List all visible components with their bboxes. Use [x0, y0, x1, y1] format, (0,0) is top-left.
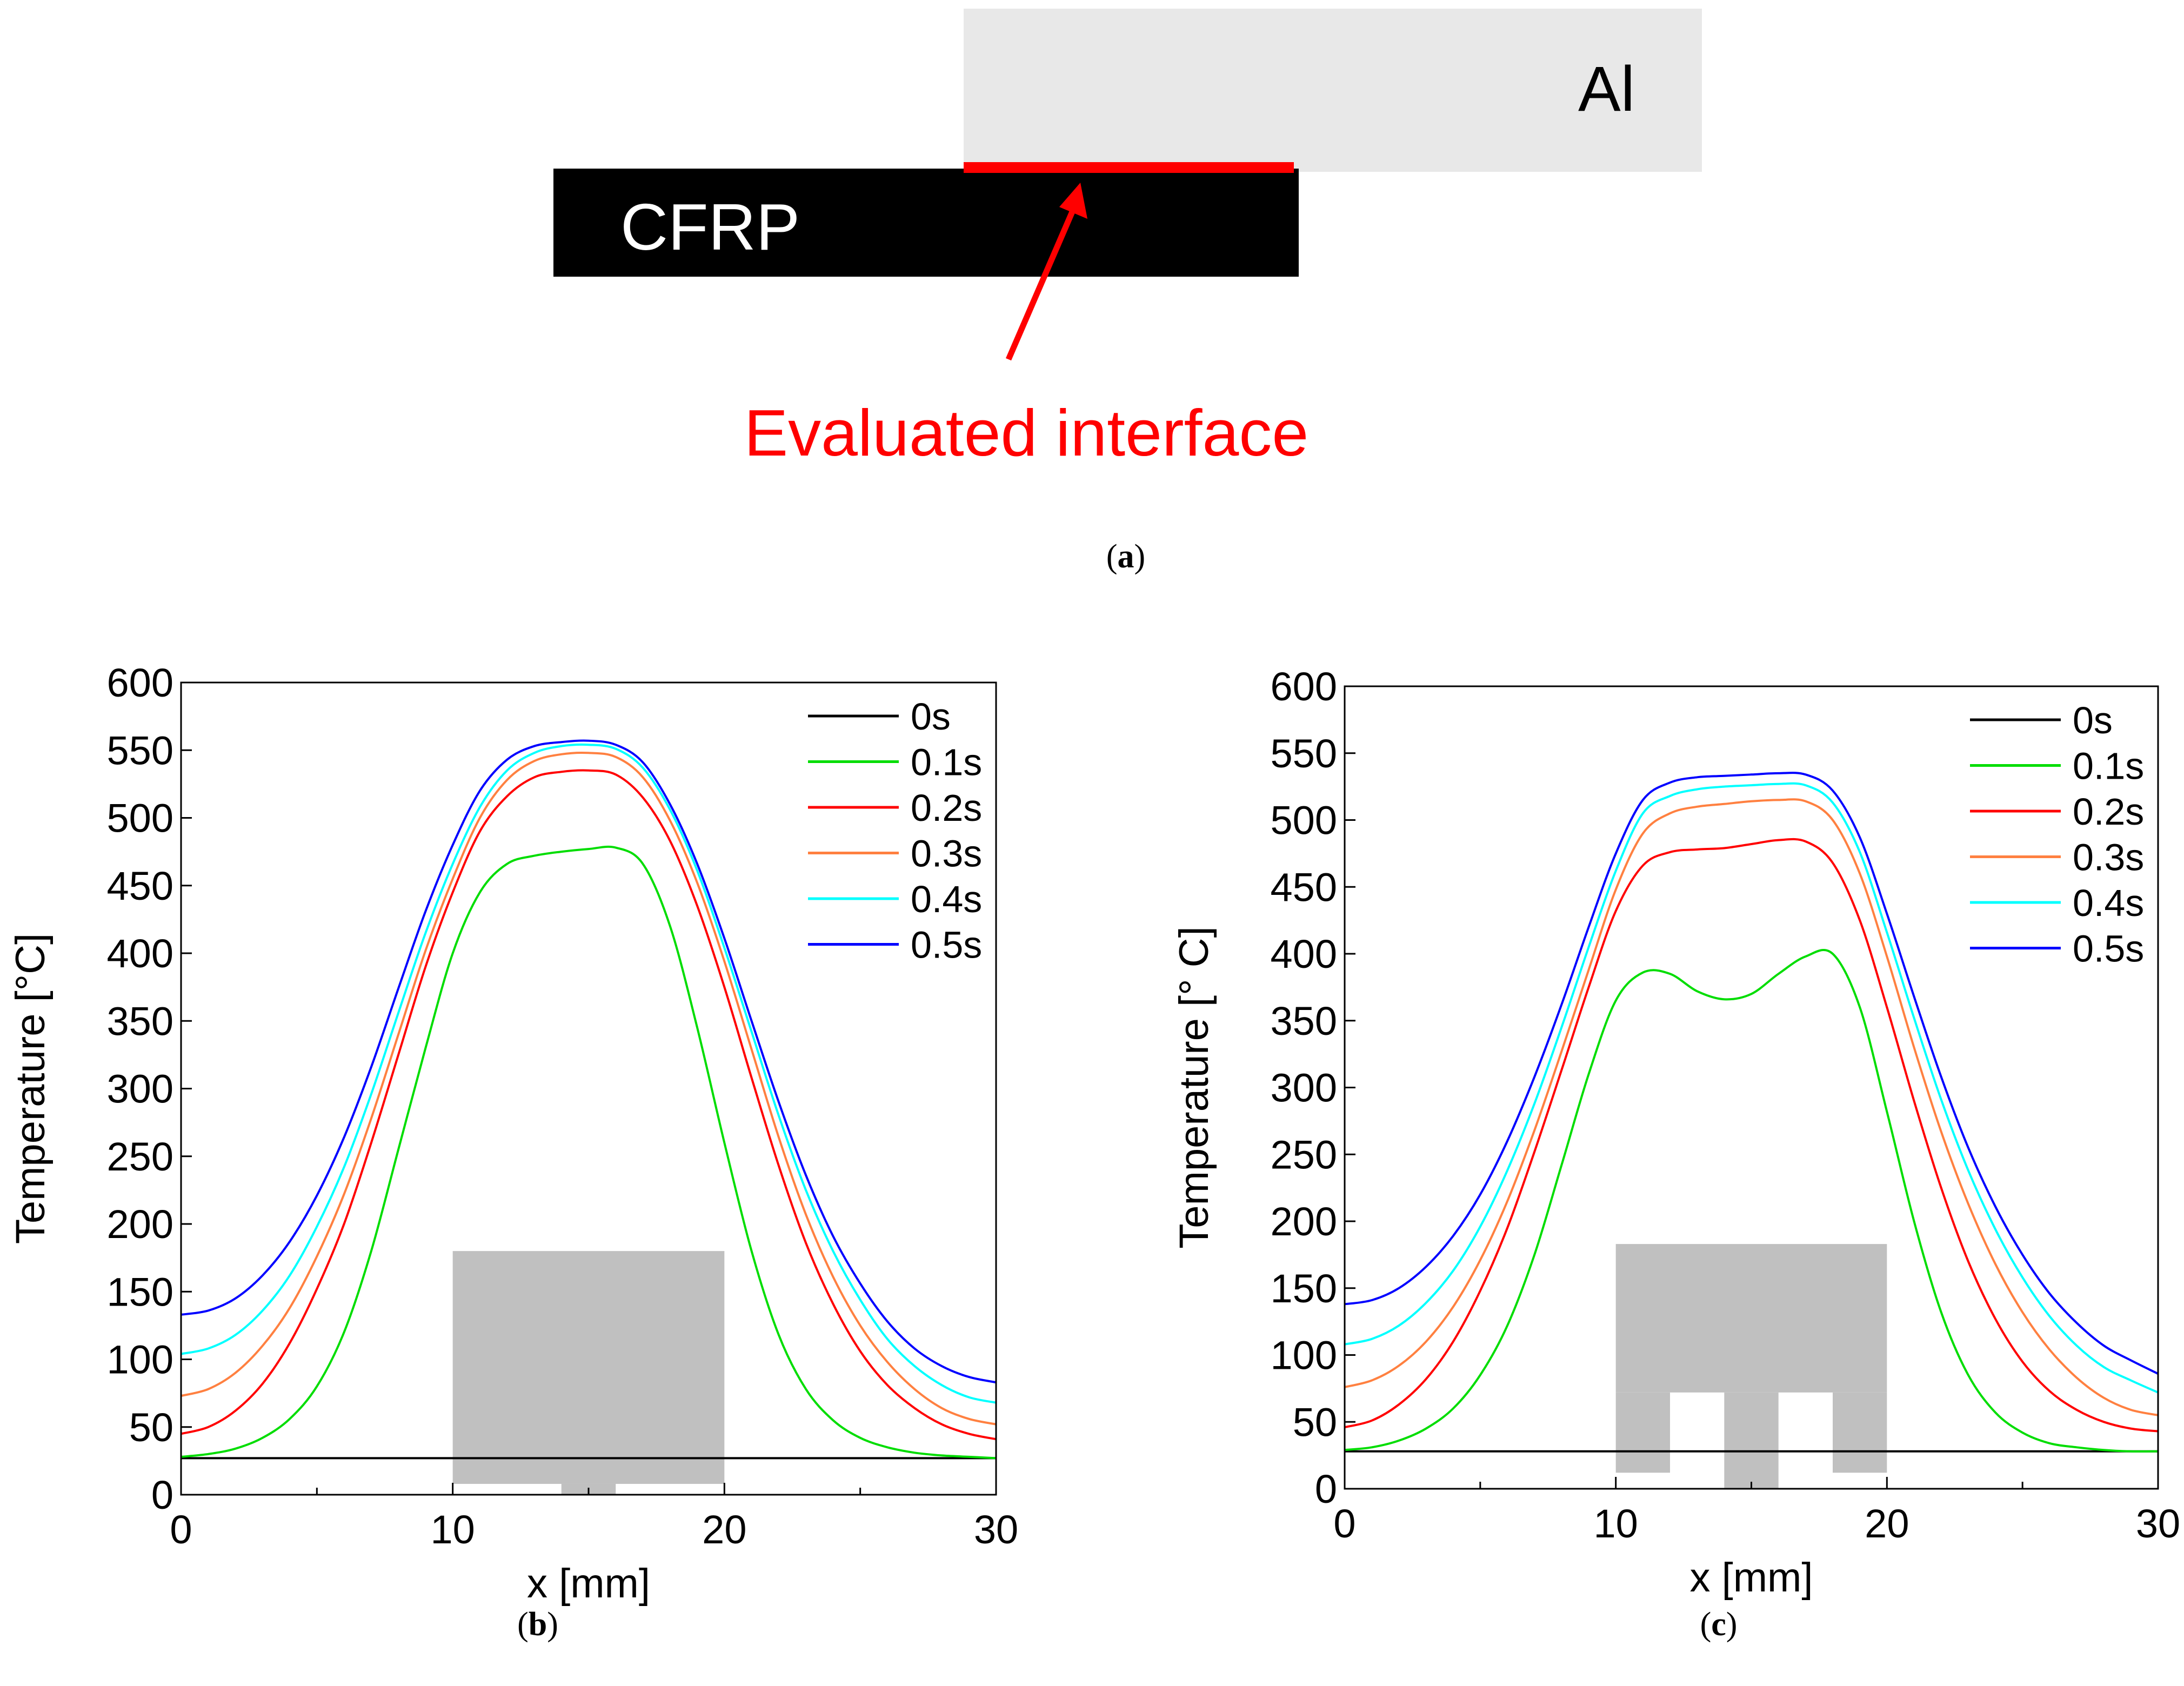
caption-close: ): [547, 1606, 558, 1643]
legend-label: 0s: [911, 695, 951, 738]
interface-arrow-shaft: [1005, 203, 1079, 361]
y-tick-label: 350: [1271, 999, 1337, 1043]
caption-a-close: ): [1134, 538, 1146, 575]
panel-a-diagram: Al CFRP Evaluated interface (a): [553, 9, 1702, 575]
y-tick-label: 200: [1271, 1199, 1337, 1244]
y-tick-label: 300: [107, 1067, 173, 1112]
y-tick-label: 200: [107, 1202, 173, 1247]
y-tick-label: 250: [1271, 1132, 1337, 1177]
series-line-0.2s: [181, 769, 997, 1441]
x-tick-label: 10: [431, 1507, 475, 1552]
caption-open: (: [517, 1606, 529, 1643]
evaluated-interface-label: Evaluated interface: [744, 396, 1308, 470]
al-label: Al: [1578, 53, 1635, 125]
tool-silhouette: [1615, 1244, 1887, 1489]
tool-shoulder: [452, 1251, 725, 1484]
y-tick-label: 100: [1271, 1333, 1337, 1378]
y-tick-label: 600: [1271, 664, 1337, 709]
legend-label: 0.3s: [911, 833, 982, 875]
tool-pin-center: [1724, 1392, 1779, 1489]
x-axis-title: x [mm]: [527, 1561, 650, 1607]
series-line-0.5s: [181, 739, 997, 1384]
axis-ticks: [1344, 685, 2159, 1490]
y-tick-label: 550: [1271, 731, 1337, 776]
y-tick-label: 300: [1271, 1066, 1337, 1110]
series-line-0.1s: [181, 845, 997, 1460]
caption-a-letter: a: [1118, 538, 1134, 575]
legend-label: 0.3s: [2073, 837, 2144, 879]
legend: 0s0.1s0.2s0.3s0.4s0.5s: [1970, 699, 2144, 970]
legend-label: 0.2s: [911, 787, 982, 829]
y-tick-label: 150: [107, 1269, 173, 1314]
y-tick-label: 250: [107, 1134, 173, 1179]
series-line-0.3s: [1344, 798, 2159, 1416]
legend-label: 0s: [2073, 699, 2113, 741]
caption-letter: b: [529, 1606, 547, 1643]
series-line-0.5s: [1344, 772, 2159, 1375]
tool-shoulder: [1615, 1244, 1887, 1393]
y-tick-label: 400: [1271, 932, 1337, 976]
y-tick-label: 350: [107, 999, 173, 1043]
y-axis-title: Temperature [° C]: [1171, 926, 1217, 1248]
y-tick-label: 450: [1271, 865, 1337, 909]
caption-letter: c: [1711, 1606, 1726, 1643]
series-line-0.4s: [1344, 782, 2159, 1394]
legend-label: 0.2s: [2073, 791, 2144, 833]
y-tick-label: 0: [1315, 1467, 1337, 1511]
tool-pin-right: [1833, 1392, 1887, 1473]
panel-caption: (c): [1700, 1606, 1738, 1643]
tool-silhouette: [452, 1251, 725, 1495]
caption-close: ): [1726, 1606, 1738, 1643]
legend-label: 0.1s: [911, 741, 982, 784]
legend-label: 0.4s: [2073, 882, 2144, 924]
axis-ticks: [180, 681, 997, 1496]
panel-caption: (b): [517, 1606, 558, 1643]
x-tick-label: 0: [170, 1507, 192, 1552]
series-line-0.2s: [1344, 838, 2159, 1433]
y-tick-label: 150: [1271, 1266, 1337, 1311]
cfrp-plate: [553, 169, 1299, 277]
series-line-0.3s: [181, 751, 997, 1426]
panel-b-chart: 0 10 20 30050100150200250300350400450500550…: [8, 660, 1018, 1643]
aluminum-plate: [964, 9, 1702, 172]
interface-arrow-head: [1059, 183, 1087, 219]
y-tick-label: 400: [107, 931, 173, 976]
legend: 0s0.1s0.2s0.3s0.4s0.5s: [808, 695, 982, 966]
y-tick-label: 500: [107, 796, 173, 841]
caption-a: (a): [1106, 538, 1145, 575]
x-tick-label: 20: [702, 1507, 746, 1552]
legend-label: 0.5s: [2073, 928, 2144, 970]
series-line-0.1s: [1344, 949, 2159, 1453]
panel-c-chart: 0 10 20 30050100150200250300350400450500550…: [1171, 664, 2180, 1643]
cfrp-label: CFRP: [620, 190, 800, 264]
y-tick-label: 100: [107, 1337, 173, 1382]
x-tick-label: 10: [1594, 1501, 1638, 1546]
y-tick-label: 450: [107, 864, 173, 908]
x-tick-label: 20: [1865, 1501, 1909, 1546]
y-tick-label: 50: [129, 1405, 173, 1450]
y-tick-label: 0: [151, 1473, 173, 1517]
tool-pin-left: [1615, 1392, 1670, 1473]
y-tick-label: 600: [107, 660, 173, 705]
legend-label: 0.4s: [911, 878, 982, 920]
y-axis-title: Temperature [°C]: [8, 933, 54, 1244]
evaluated-interface-line: [964, 162, 1294, 173]
x-tick-label: 0: [1333, 1501, 1355, 1546]
x-tick-label: 30: [2136, 1501, 2180, 1546]
caption-a-open: (: [1106, 538, 1118, 575]
x-tick-label: 30: [974, 1507, 1018, 1552]
x-axis-title: x [mm]: [1690, 1555, 1813, 1601]
y-tick-label: 50: [1293, 1400, 1337, 1444]
legend-label: 0.5s: [911, 924, 982, 966]
series-line-0.4s: [181, 743, 997, 1404]
y-tick-label: 500: [1271, 798, 1337, 843]
legend-label: 0.1s: [2073, 745, 2144, 787]
y-tick-label: 550: [107, 728, 173, 773]
caption-open: (: [1700, 1606, 1712, 1643]
